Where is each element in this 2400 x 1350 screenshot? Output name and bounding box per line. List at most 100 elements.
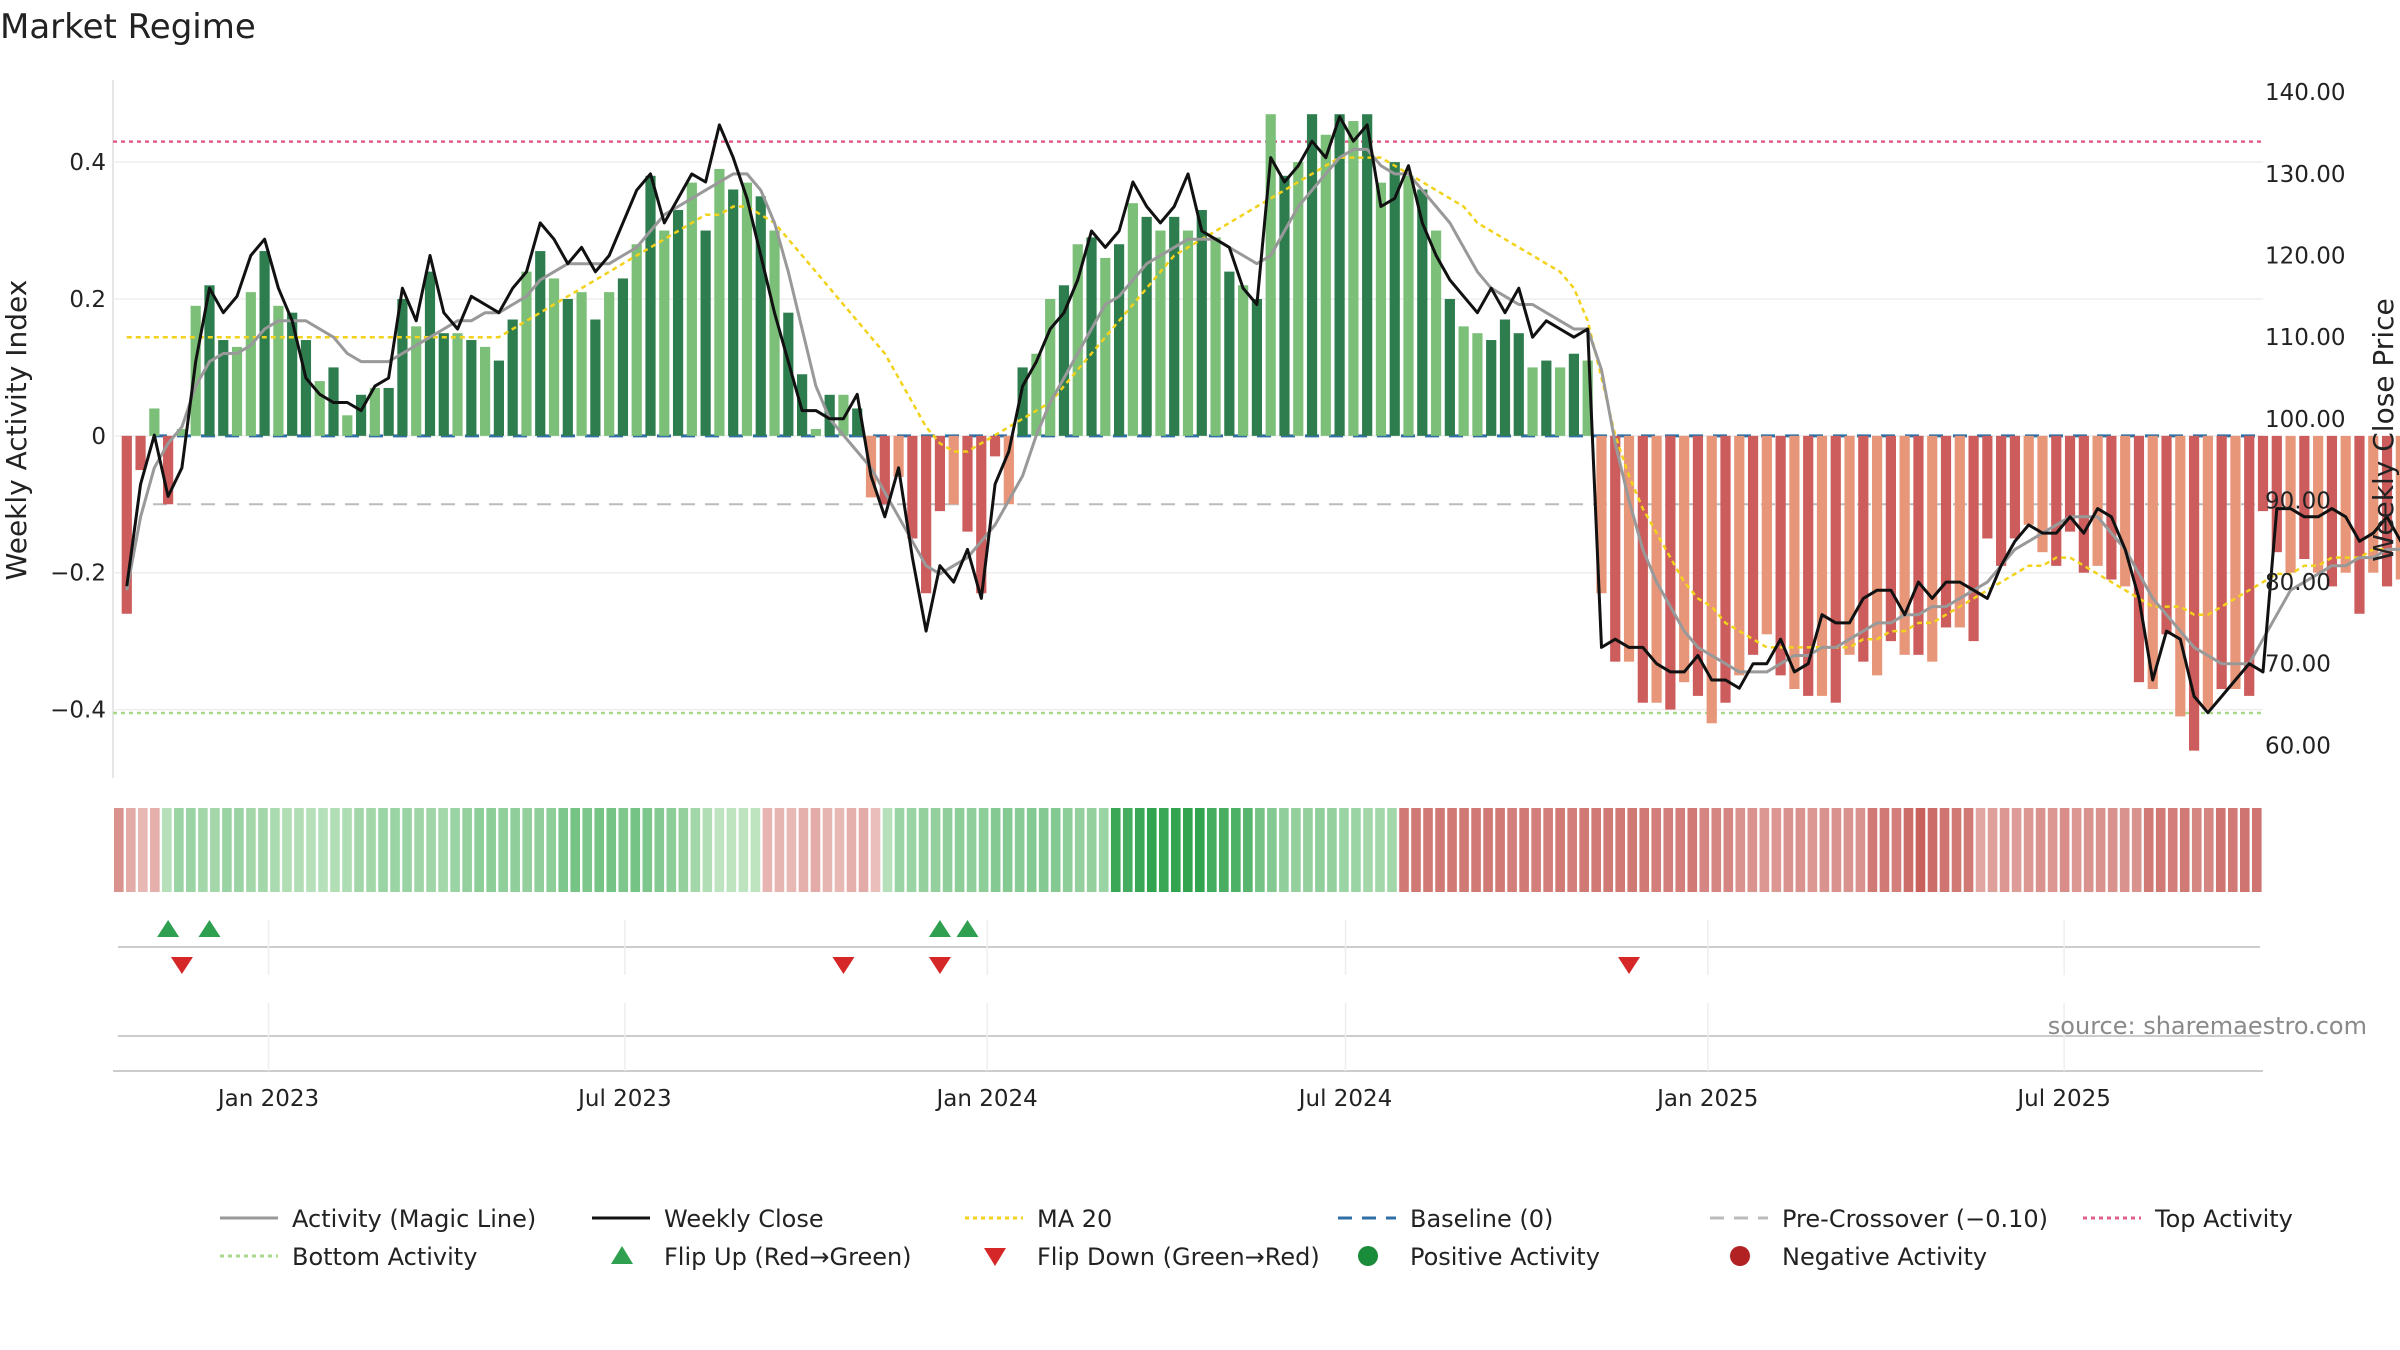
regime-strip-cell [246, 808, 256, 892]
regime-strip-cell [1687, 808, 1698, 892]
legend-label: Weekly Close [664, 1205, 824, 1233]
regime-strip-cell [1207, 808, 1217, 892]
regime-strip-cell [930, 808, 941, 892]
regime-strip-cell [702, 808, 713, 892]
activity-bar [1720, 435, 1731, 703]
regime-strip-cell [1579, 808, 1589, 892]
activity-bar [1927, 435, 1938, 662]
activity-bar [604, 292, 615, 436]
regime-strip-cell [1387, 808, 1397, 892]
regime-strip-cell [1615, 808, 1626, 892]
activity-bar [2354, 435, 2365, 614]
legend-item: Pre-Crossover (−0.10) [1710, 1205, 2048, 1233]
legend-label: Top Activity [2154, 1205, 2293, 1233]
right-tick-label: 80.00 [2265, 570, 2331, 596]
activity-bar [1623, 435, 1635, 662]
regime-strip-cell [894, 808, 905, 892]
activity-bar [2285, 435, 2296, 573]
regime-strip-cell [1411, 808, 1421, 892]
regime-strip-cell [846, 808, 857, 892]
activity-bar [1789, 435, 1800, 690]
activity-bar [273, 305, 284, 436]
regime-strip-cell [1651, 808, 1662, 892]
regime-strip-cell [378, 808, 388, 892]
regime-strip-cell [354, 808, 364, 892]
regime-strip-cell [858, 808, 869, 892]
regime-strip-cell [450, 808, 460, 892]
legend-item: Baseline (0) [1338, 1205, 1553, 1233]
activity-bar [686, 182, 697, 436]
flip-up-legend-icon [611, 1246, 633, 1264]
activity-bar [342, 415, 353, 436]
activity-bar [1940, 435, 1952, 628]
activity-bar [259, 251, 270, 436]
legend-item: Activity (Magic Line) [220, 1205, 536, 1233]
activity-bar [2078, 435, 2089, 573]
activity-bar [2147, 435, 2158, 690]
regime-strip-cell [522, 808, 532, 892]
regime-strip-cell [2167, 808, 2178, 892]
regime-strip-cell [786, 808, 797, 892]
activity-bar [1430, 230, 1442, 436]
regime-strip-cell [510, 808, 520, 892]
activity-bar [2188, 435, 2200, 751]
regime-strip-cell [2095, 808, 2106, 892]
regime-strip-cell [306, 808, 316, 892]
activity-bar [1541, 360, 1552, 436]
regime-strip-cell [750, 808, 761, 892]
right-tick-label: 130.00 [2265, 162, 2345, 188]
regime-strip-cell [1146, 808, 1157, 892]
activity-bar [314, 381, 325, 436]
activity-bar [2368, 435, 2379, 573]
regime-strip-cell [1315, 808, 1325, 892]
activity-bar [2313, 435, 2324, 573]
regime-strip-cell [1399, 808, 1409, 892]
left-tick-label: 0.4 [69, 150, 106, 176]
time-axis-panel: Jan 2023 Jul 2023 Jan 2024 Jul 2024 Jan 2025… [113, 1003, 2367, 1112]
left-tick-label: −0.2 [50, 561, 106, 587]
legend-item: Flip Up (Red→Green) [611, 1243, 912, 1271]
activity-bar [672, 210, 684, 436]
right-tick-label: 70.00 [2265, 652, 2331, 678]
activity-bar [852, 408, 863, 436]
regime-strip-cell [1026, 808, 1037, 892]
activity-bar [2202, 435, 2213, 710]
activity-bar [1320, 134, 1331, 436]
activity-bar [714, 168, 725, 436]
regime-strip-cell [1447, 808, 1457, 892]
activity-magic-line-line [125, 147, 2400, 674]
regime-strip-cell [942, 808, 953, 892]
activity-bar [1844, 435, 1855, 655]
price-lines [125, 115, 2400, 715]
flip-down-legend-icon [984, 1248, 1006, 1266]
regime-strip-cell [2203, 808, 2214, 892]
regime-strip-cell [114, 808, 124, 892]
activity-bar [438, 333, 449, 436]
regime-strip-cell [486, 808, 496, 892]
activity-bar [1444, 298, 1455, 436]
regime-strip-cell [834, 808, 845, 892]
regime-strip-cell [1891, 808, 1902, 892]
regime-strip-cell [366, 808, 376, 892]
reference-lines [113, 140, 2263, 715]
regime-strip-cell [1963, 808, 1974, 892]
regime-strip-cell [1807, 808, 1818, 892]
legend-item: Negative Activity [1730, 1243, 1987, 1271]
activity-bar [1858, 435, 1869, 662]
right-tick-label: 60.00 [2265, 733, 2331, 759]
regime-strip-cell [162, 808, 172, 892]
regime-strip-cell [1375, 808, 1385, 892]
x-tick-label: Jan 2025 [1655, 1086, 1758, 1112]
activity-bar [1182, 230, 1194, 436]
regime-strip-cell [1002, 808, 1013, 892]
activity-bar [1127, 203, 1138, 436]
regime-strip-cell [2071, 808, 2082, 892]
regime-strip-cell [342, 808, 352, 892]
regime-strip-cell [1771, 808, 1782, 892]
legend-label: MA 20 [1037, 1205, 1112, 1233]
activity-bar [287, 312, 298, 436]
flip-down-marker [832, 957, 855, 974]
main-plot-panel: 0.4 0.2 0 −0.2 −0.4 140.00 130.00 120.00 110.00… [0, 80, 2400, 778]
regime-strip-cell [1795, 808, 1806, 892]
regime-strip-cell [2023, 808, 2034, 892]
